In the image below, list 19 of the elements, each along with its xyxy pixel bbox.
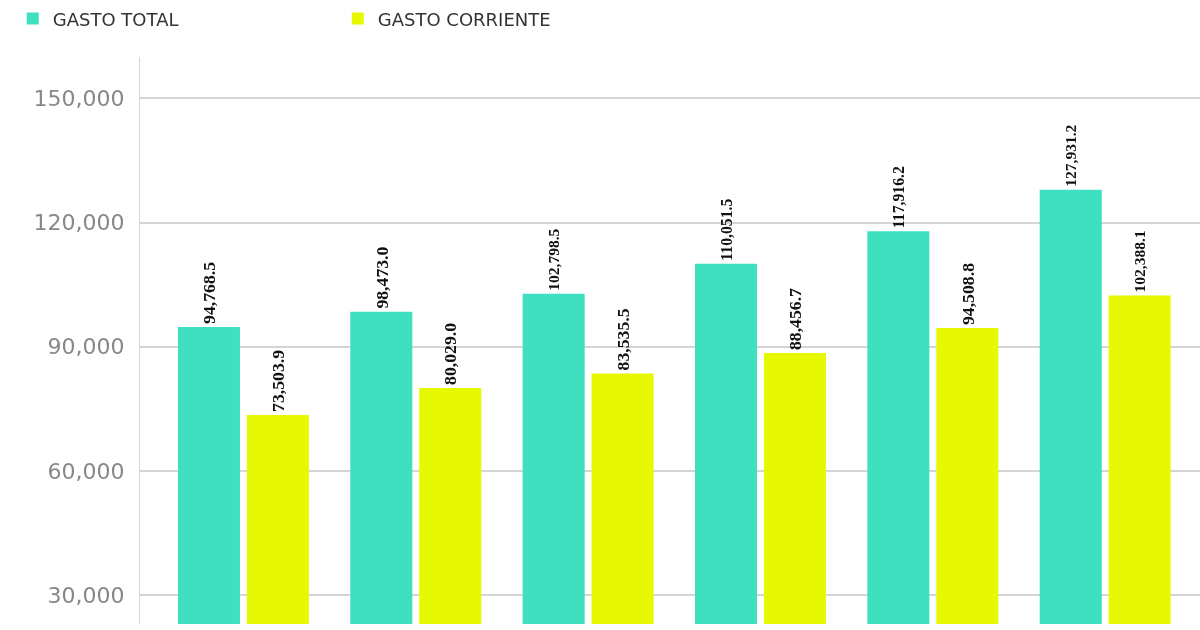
data-label: 102,388.1 [1131,230,1149,293]
data-label: 110,051.5 [717,198,735,261]
y-tick-label: 30,000 [47,582,125,608]
y-tick-label: 150,000 [33,86,125,112]
data-label: 94,508.8 [957,262,978,326]
data-label: 80,029.0 [440,322,461,385]
y-tick-label: 120,000 [33,210,125,236]
data-label: 127,931.2 [1062,124,1080,187]
data-label: 102,798.5 [545,228,563,291]
data-label: 98,473.0 [371,246,392,309]
legend-label: GASTO CORRIENTE [377,8,551,30]
y-tick-label: 90,000 [47,334,125,360]
y-tick-label: 60,000 [47,458,125,484]
data-label: 83,535.5 [612,308,633,371]
legend-label: GASTO TOTAL [52,8,179,30]
data-label: 88,456.7 [785,287,806,351]
data-label: 94,768.5 [199,261,220,324]
data-label: 73,503.9 [268,349,289,412]
data-label: 117,916.2 [889,166,907,229]
